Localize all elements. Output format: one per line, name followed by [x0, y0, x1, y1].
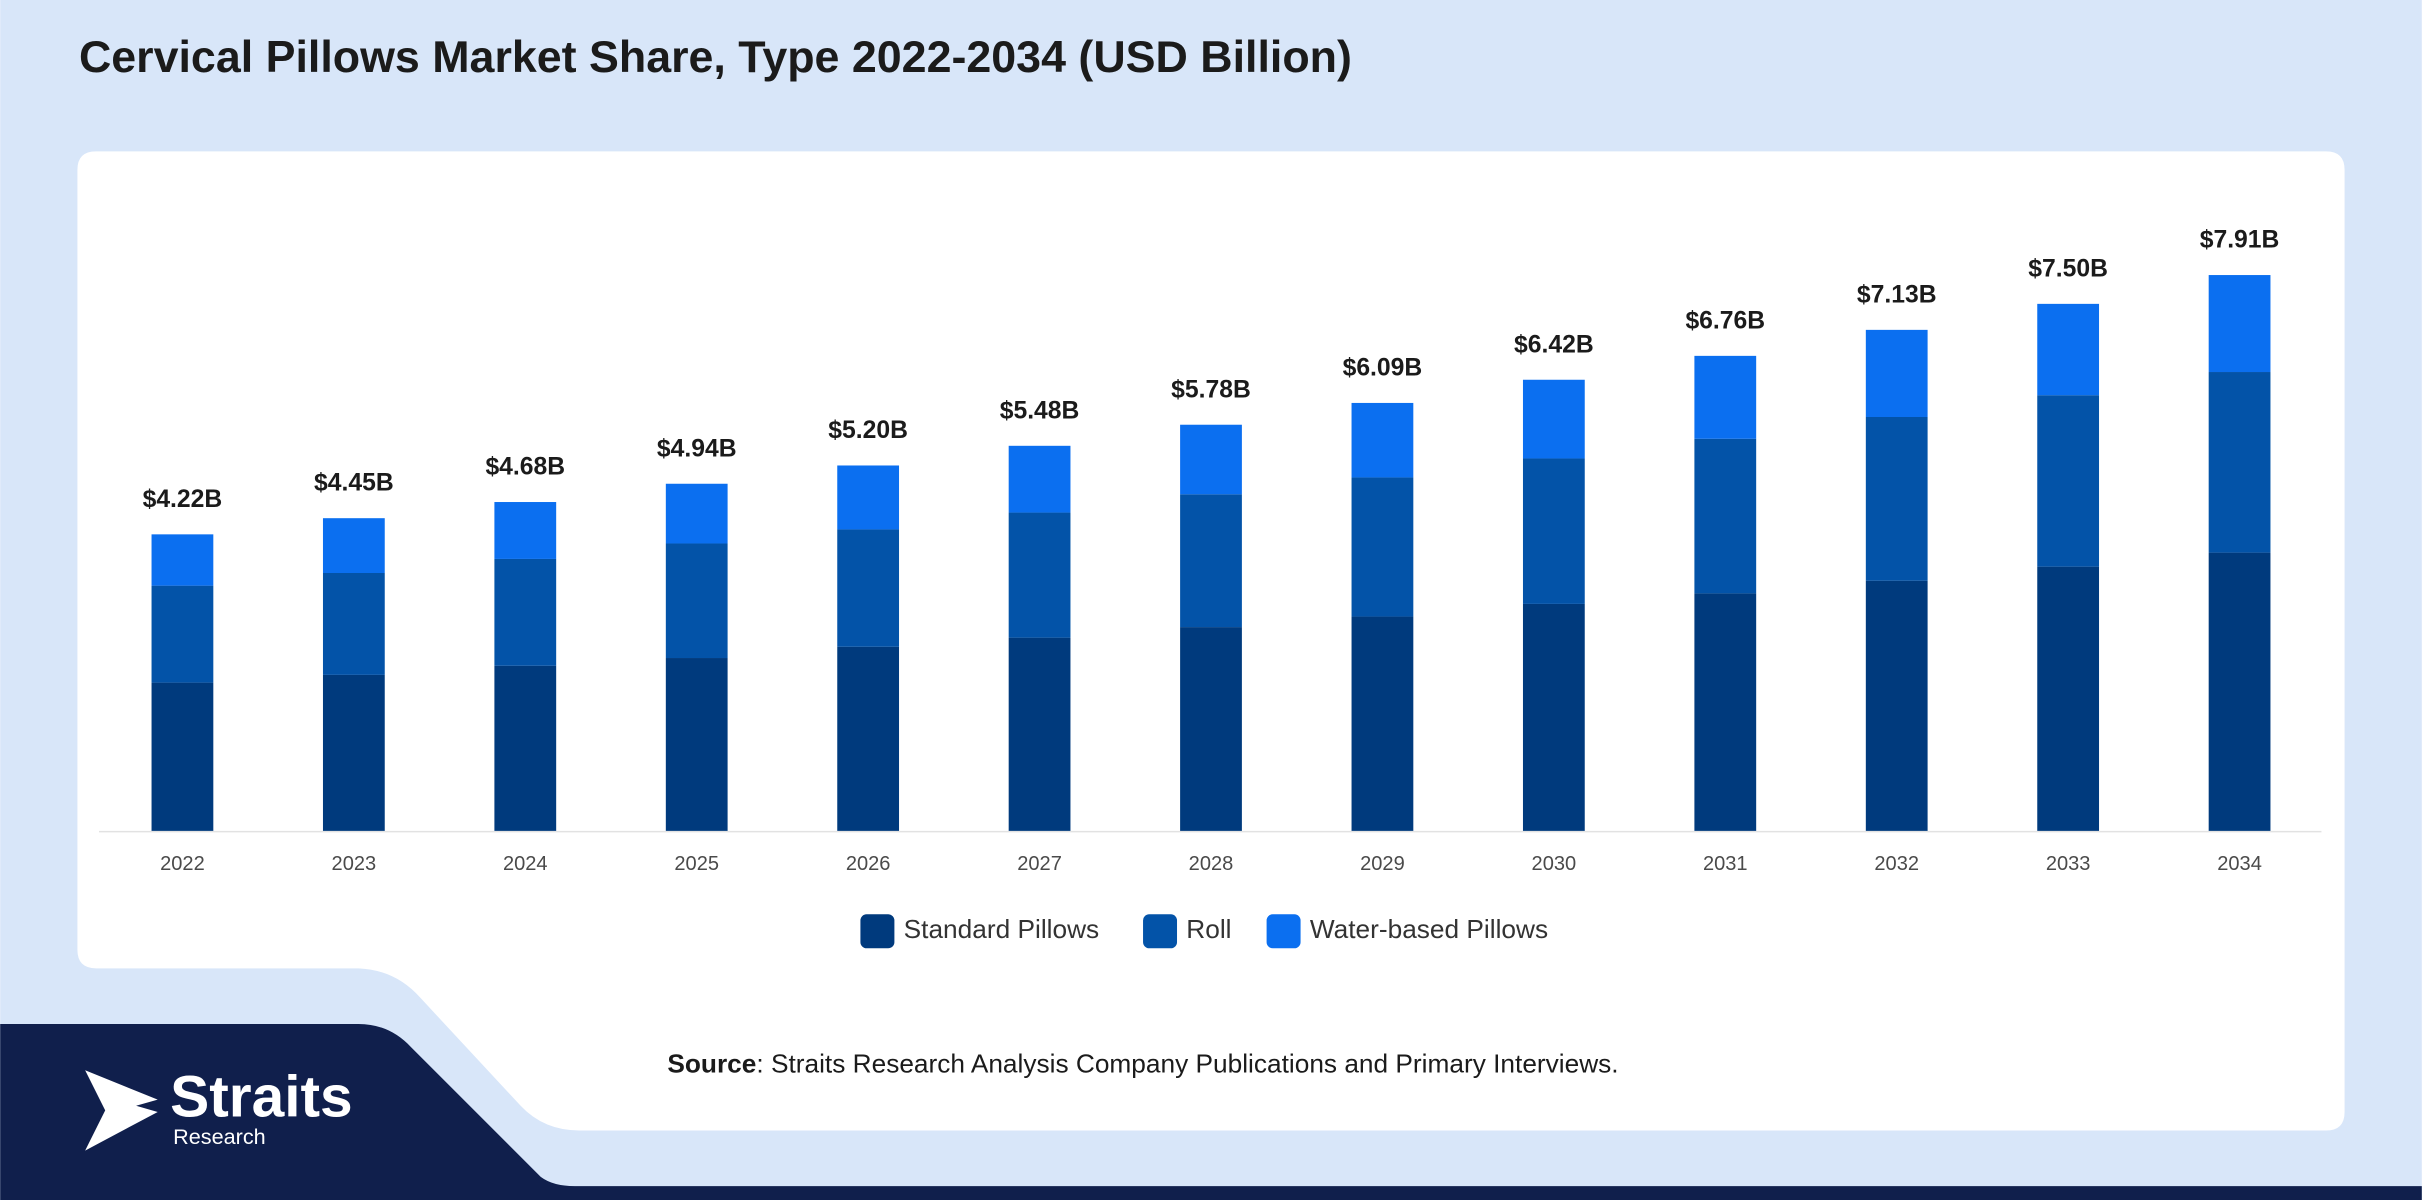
x-tick-label: 2026: [846, 853, 891, 875]
bar-segment: [2037, 303, 2100, 396]
total-label: $7.91B: [2200, 227, 2280, 254]
bar-segment: [151, 534, 214, 586]
bar-segment: [1180, 627, 1242, 831]
bar-segment: [2208, 372, 2271, 553]
bar-segment: [2208, 552, 2271, 831]
legend-swatch: [1143, 914, 1178, 949]
bar-segment: [837, 465, 900, 530]
x-tick-label: 2025: [674, 853, 719, 875]
bar-segment: [494, 502, 557, 559]
legend-label: Standard Pillows: [904, 914, 1100, 944]
bar-segment: [1180, 424, 1242, 495]
logo-name: Straits: [170, 1065, 353, 1130]
total-label: $5.78B: [1171, 376, 1251, 403]
total-label: $5.20B: [828, 417, 908, 444]
x-tick-label: 2028: [1189, 853, 1234, 875]
legend-label: Water-based Pillows: [1310, 914, 1548, 944]
bar-segment: [1865, 416, 1928, 581]
footer-band: [0, 1023, 2422, 1200]
total-label: $5.48B: [1000, 397, 1080, 424]
bar-segment: [1008, 512, 1071, 638]
bar-segment: [1694, 438, 1757, 594]
bar-segment: [665, 658, 728, 831]
bar-segment: [322, 518, 385, 573]
bar-segment: [1865, 580, 1928, 831]
x-tick-label: 2027: [1017, 853, 1062, 875]
total-label: $7.50B: [2028, 255, 2108, 282]
bar-segment: [1522, 603, 1585, 831]
bar-segment: [1351, 402, 1414, 478]
logo-mark: [85, 1070, 158, 1151]
logo-sub: Research: [173, 1124, 265, 1149]
bar-segment: [1694, 355, 1757, 439]
bar-segment: [2208, 275, 2271, 373]
bar-segment: [837, 529, 900, 647]
x-tick-label: 2032: [1874, 853, 1919, 875]
source: Source: Straits Research Analysis Compan…: [667, 1049, 1618, 1079]
bar-segment: [837, 646, 900, 831]
source-text: : Straits Research Analysis Company Publ…: [756, 1049, 1618, 1079]
bar-segment: [1008, 445, 1071, 513]
total-label: $4.45B: [314, 470, 394, 497]
bar-segment: [1351, 477, 1414, 617]
bar-segment: [665, 483, 728, 544]
total-label: $6.09B: [1343, 354, 1423, 381]
total-label: $6.42B: [1514, 331, 1594, 358]
bar-segment: [1865, 329, 1928, 417]
bar-segment: [1008, 637, 1071, 831]
total-label: $6.76B: [1685, 307, 1765, 334]
chart-title: Cervical Pillows Market Share, Type 2022…: [79, 32, 1352, 82]
bar-segment: [494, 558, 557, 666]
bar-segment: [1694, 593, 1757, 831]
legend-swatch: [860, 914, 895, 949]
source-label: Source: [667, 1049, 756, 1079]
x-tick-label: 2033: [2046, 853, 2091, 875]
bar-segment: [151, 585, 214, 683]
legend-swatch: [1266, 914, 1301, 949]
bar-segment: [322, 572, 385, 675]
x-tick-label: 2023: [332, 853, 377, 875]
bar-segment: [2037, 566, 2100, 831]
legend-label: Roll: [1186, 914, 1231, 944]
total-label: $4.68B: [485, 454, 565, 481]
x-tick-label: 2034: [2217, 853, 2262, 875]
x-tick-label: 2024: [503, 853, 548, 875]
x-tick-label: 2029: [1360, 853, 1405, 875]
bar-segment: [1180, 494, 1242, 628]
bar-segment: [2037, 395, 2100, 567]
total-label: $4.94B: [657, 435, 737, 462]
total-label: $7.13B: [1857, 281, 1937, 308]
bar-segment: [1522, 379, 1585, 459]
bar-segment: [1351, 616, 1414, 831]
bar-segment: [1522, 458, 1585, 604]
bar-segment: [665, 543, 728, 659]
bar-segment: [322, 674, 385, 831]
bar-segment: [494, 665, 557, 831]
bar-segment: [151, 682, 214, 831]
x-tick-label: 2030: [1532, 853, 1577, 875]
x-tick-label: 2022: [160, 853, 205, 875]
total-label: $4.22B: [143, 486, 223, 513]
x-tick-label: 2031: [1703, 853, 1748, 875]
